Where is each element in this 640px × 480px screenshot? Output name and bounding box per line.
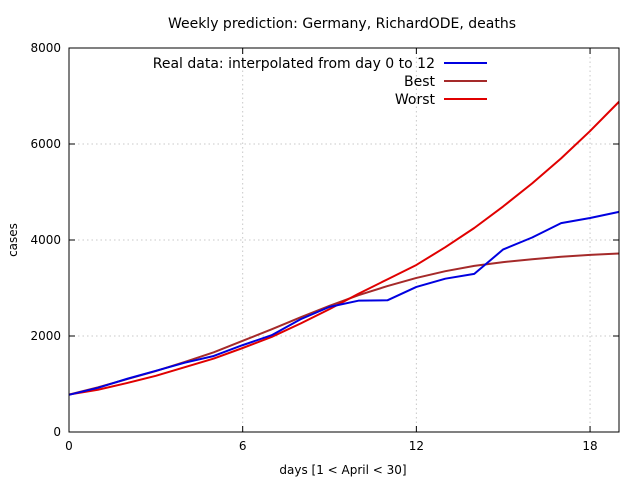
series-line-1	[68, 252, 620, 396]
legend-label-1: Best	[404, 74, 436, 90]
grid-layer	[69, 48, 619, 432]
chart-title: Weekly prediction: Germany, RichardODE, …	[168, 16, 516, 32]
y-tick-label-2: 4000	[30, 233, 61, 247]
series-line-2	[68, 101, 620, 396]
legend-label-0: Real data: interpolated from day 0 to 12	[153, 56, 435, 72]
x-tick-label-0: 0	[65, 439, 73, 453]
x-tick-label-2: 12	[409, 439, 424, 453]
y-tick-label-1: 2000	[30, 329, 61, 343]
series-line-0	[68, 210, 620, 396]
x-tick-label-1: 6	[239, 439, 247, 453]
tick-layer: 0 6 12 18 0 2000 4000 6000 8000	[30, 41, 619, 453]
y-axis-label: cases	[6, 223, 20, 257]
legend: Real data: interpolated from day 0 to 12…	[153, 56, 487, 108]
y-tick-label-0: 0	[53, 425, 61, 439]
legend-label-2: Worst	[395, 92, 436, 108]
x-tick-label-3: 18	[582, 439, 597, 453]
y-tick-label-3: 6000	[30, 137, 61, 151]
y-tick-label-4: 8000	[30, 41, 61, 55]
x-axis-label: days [1 < April < 30]	[279, 463, 406, 477]
series-layer	[68, 101, 620, 396]
